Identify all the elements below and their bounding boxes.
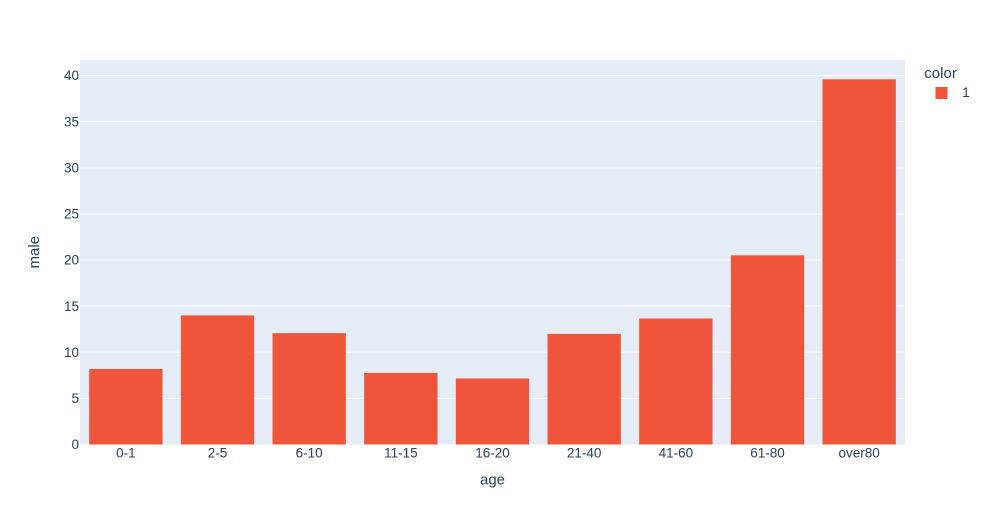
svg-text:21-40: 21-40 bbox=[567, 446, 602, 461]
svg-text:11-15: 11-15 bbox=[384, 446, 418, 461]
svg-text:10: 10 bbox=[64, 345, 79, 360]
svg-text:25: 25 bbox=[64, 207, 79, 222]
svg-text:0: 0 bbox=[71, 437, 79, 452]
svg-text:15: 15 bbox=[64, 299, 79, 314]
svg-text:16-20: 16-20 bbox=[475, 446, 510, 461]
svg-text:1: 1 bbox=[962, 85, 970, 100]
svg-text:over80: over80 bbox=[839, 446, 880, 461]
svg-text:6-10: 6-10 bbox=[296, 446, 323, 461]
svg-text:0-1: 0-1 bbox=[116, 446, 136, 461]
svg-text:2-5: 2-5 bbox=[208, 446, 228, 461]
svg-text:35: 35 bbox=[64, 114, 79, 129]
svg-text:30: 30 bbox=[64, 160, 79, 175]
svg-text:40: 40 bbox=[64, 68, 79, 83]
svg-text:61-80: 61-80 bbox=[750, 446, 785, 461]
svg-text:age: age bbox=[480, 472, 505, 489]
svg-text:41-60: 41-60 bbox=[659, 446, 694, 461]
svg-text:20: 20 bbox=[64, 253, 79, 268]
svg-text:male: male bbox=[26, 236, 43, 269]
svg-text:5: 5 bbox=[71, 391, 79, 406]
svg-text:color: color bbox=[924, 65, 957, 82]
